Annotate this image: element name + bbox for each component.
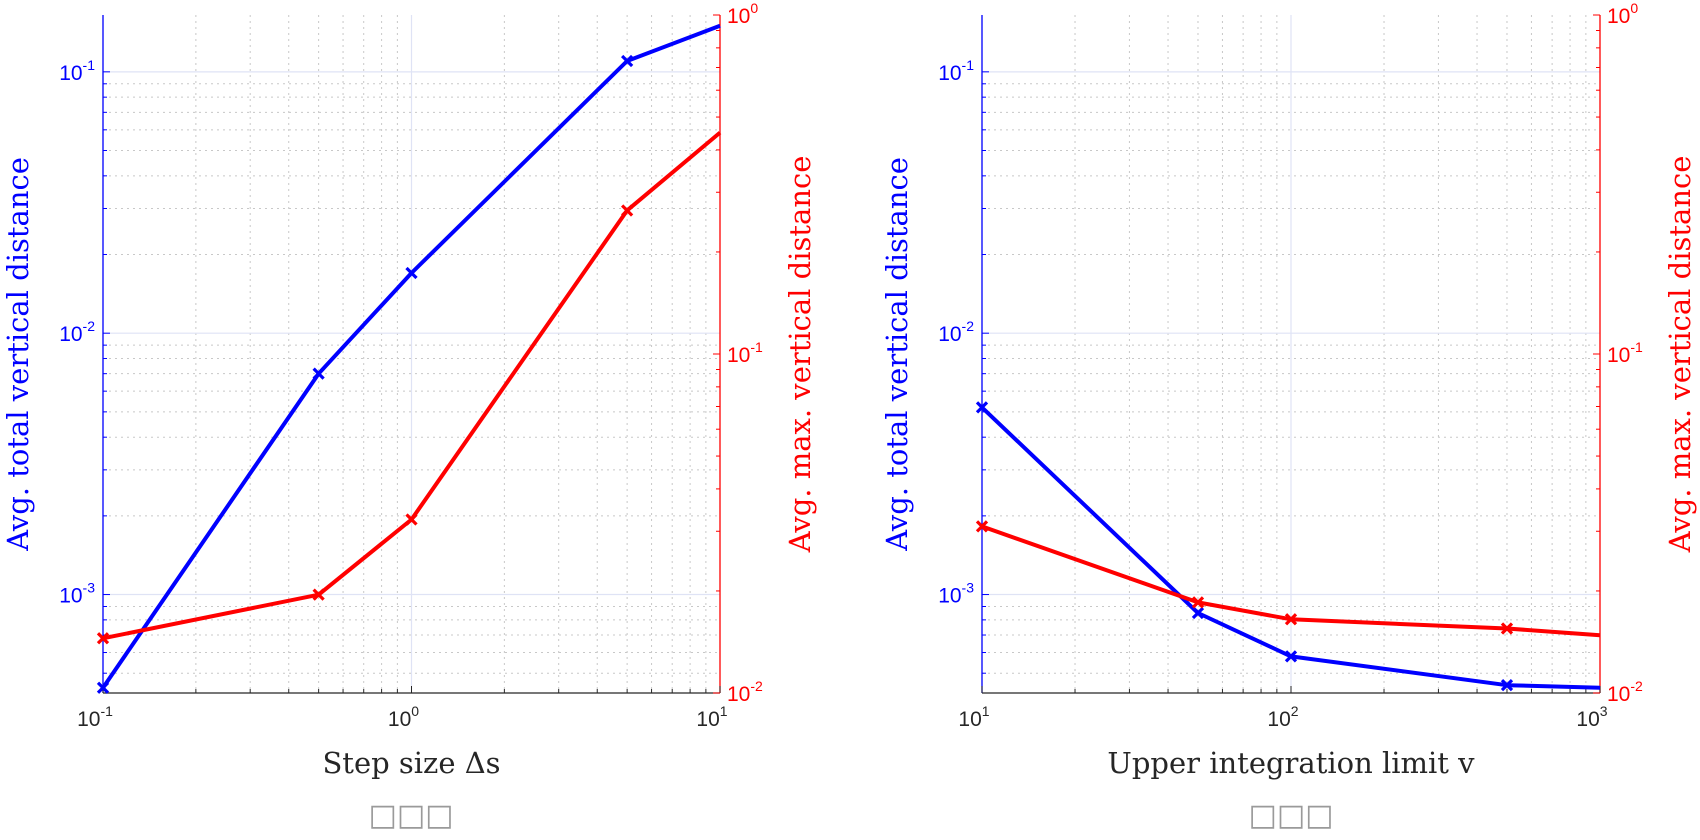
x-tick-label: 100 (388, 703, 419, 731)
series-max-marker (621, 204, 634, 217)
left-y-axis-title: Avg. total vertical distance (1, 157, 35, 552)
series-total-marker (621, 54, 634, 68)
series-max-marker (1191, 596, 1205, 609)
left-y-tick-label: 10-1 (59, 57, 95, 85)
series-max-marker (1284, 613, 1298, 626)
series-total-marker (975, 401, 989, 414)
grid (102, 15, 720, 693)
left-y-tick-label: 10-3 (59, 580, 95, 608)
right-y-tick-label: 10-2 (1607, 678, 1643, 706)
tick-marks (981, 14, 1601, 694)
left-chart-panel: 10-1 100 101 10-3 10-2 10-1 10-2 10-1 100 Step si… (1, 0, 817, 833)
right-y-tick-label: 10-1 (1607, 339, 1643, 367)
series-total-marker (1500, 679, 1514, 692)
series-max-marker (975, 520, 989, 533)
left-y-tick-label: 10-1 (938, 57, 974, 85)
series-max-marker (312, 588, 325, 601)
left-y-tick-label: 10-2 (59, 318, 95, 346)
series-total-marker (1284, 650, 1298, 663)
tick-marks (102, 14, 721, 694)
x-tick-label: 101 (696, 703, 727, 731)
series-max-marker (405, 513, 418, 526)
x-tick-label: 102 (1267, 703, 1298, 731)
series-total-marker (1191, 606, 1205, 620)
right-y-axis-title: Avg. max. vertical distance (1663, 156, 1697, 554)
left-y-tick-label: 10-3 (938, 580, 974, 608)
series-total-marker (312, 367, 325, 380)
subfigure-caption: □□□ (368, 798, 453, 833)
left-y-tick-label: 10-2 (938, 318, 974, 346)
series-total-marker (96, 681, 110, 694)
x-tick-label: 101 (958, 703, 989, 731)
right-y-tick-label: 100 (1607, 0, 1638, 28)
x-tick-label: 103 (1576, 703, 1607, 731)
left-y-axis-title: Avg. total vertical distance (880, 157, 914, 552)
subfigure-caption: □□□ (1248, 798, 1333, 833)
x-tick-label: 10-1 (77, 703, 113, 731)
right-y-tick-label: 10-1 (727, 339, 763, 367)
right-chart-panel: 101 102 103 10-3 10-2 10-1 10-2 10-1 100 Upper in… (880, 0, 1697, 833)
right-y-tick-label: 10-2 (727, 678, 763, 706)
series-max-marker (1500, 622, 1514, 635)
right-y-tick-label: 100 (727, 0, 758, 28)
right-y-axis-title: Avg. max. vertical distance (783, 156, 817, 554)
x-axis-title: Upper integration limit v (1107, 746, 1475, 780)
grid (981, 15, 1600, 693)
x-axis-title: Step size Δs (322, 746, 500, 780)
series-max-marker (96, 632, 110, 645)
series-total-marker (405, 266, 418, 280)
